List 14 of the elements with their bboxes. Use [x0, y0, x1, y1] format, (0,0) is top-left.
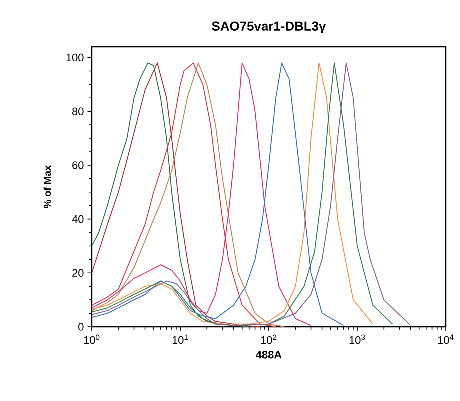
- y-tick-label: 80: [72, 108, 84, 116]
- x-axis-title: 488A: [256, 351, 282, 359]
- y-axis-title: % of Max: [44, 165, 52, 208]
- x-tick-label: 10$^{3}$: [350, 334, 366, 344]
- x-tick-label: 10$^{0}$: [84, 334, 100, 344]
- y-tick-label: 60: [72, 162, 84, 170]
- x-tick-label: 10$^{4}$: [438, 334, 454, 344]
- y-tick-label: 40: [72, 215, 84, 224]
- y-tick-label: 100: [66, 54, 84, 62]
- y-tick-label: 20: [72, 269, 84, 278]
- x-tick-label: 10$^{1}$: [172, 334, 188, 344]
- chart-title: SAO75var1-DBL3γ: [212, 22, 326, 34]
- x-tick-label: 10$^{2}$: [261, 334, 277, 344]
- y-tick-label: 0: [78, 323, 84, 331]
